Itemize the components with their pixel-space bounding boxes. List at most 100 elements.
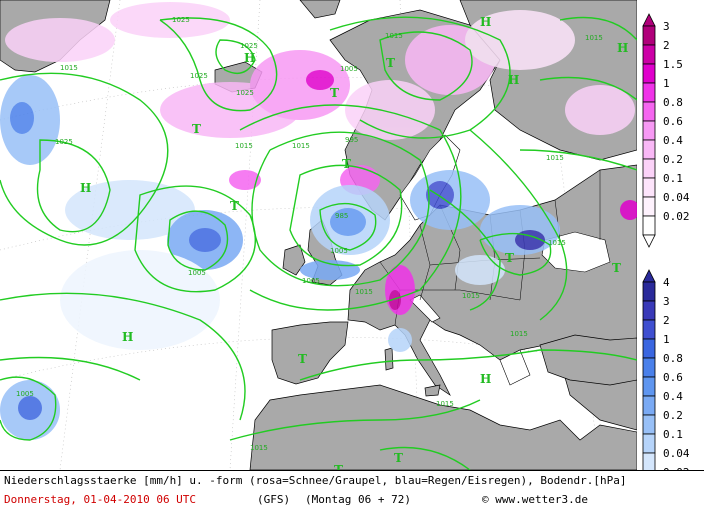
caption-date: Donnerstag, 01-04-2010 06 UTC [4, 493, 197, 506]
rain-swatch [642, 433, 656, 454]
high-center: H [508, 73, 519, 87]
snow-level-label: 0.1 [663, 172, 683, 185]
svg-text:1015: 1015 [292, 142, 310, 150]
snow-level-label: 0.2 [663, 153, 683, 166]
svalbard [299, 0, 341, 19]
precipitation-map: H H H H H H H T T T T T T T T T T 1025 1… [0, 0, 637, 470]
snow-top-arrow [642, 13, 656, 27]
rain-level-label: 0.6 [663, 371, 683, 384]
low-center: T [612, 261, 621, 275]
caption-copyright: © www.wetter3.de [482, 493, 588, 506]
low-center: T [394, 451, 403, 465]
snow-swatch [642, 215, 656, 236]
svg-text:1025: 1025 [55, 138, 73, 146]
sardinia [384, 347, 394, 371]
svg-text:1005: 1005 [16, 390, 34, 398]
svg-text:1025: 1025 [190, 72, 208, 80]
iberia [271, 321, 349, 385]
caption-model: (GFS) [257, 493, 291, 506]
isobar-labels: 1025 1015 1025 1025 1025 1015 1015 1005 … [16, 16, 603, 452]
high-center: H [244, 51, 255, 65]
svg-text:1005: 1005 [302, 277, 320, 285]
rain-level-label: 2 [663, 314, 670, 327]
snow-swatch [642, 177, 656, 198]
rain-swatch [642, 338, 656, 359]
rain-swatch [642, 300, 656, 321]
svg-text:1015: 1015 [385, 32, 403, 40]
svg-text:1025: 1025 [172, 16, 190, 24]
rain-level-label: 0.4 [663, 390, 683, 403]
rain-level-label: 0.8 [663, 352, 683, 365]
isobars [0, 16, 637, 470]
snow-swatch [642, 139, 656, 160]
rain-level-label: 0.04 [663, 447, 690, 460]
adriatic [409, 294, 441, 323]
low-center: T [342, 157, 351, 171]
snow-swatch [642, 158, 656, 179]
low-center: T [298, 352, 307, 366]
caption-description: Niederschlagsstaerke [mm/h] u. -form (ro… [4, 474, 627, 487]
snow-color-scale: 3 2 1.5 1 0.8 0.6 0.4 0.2 0.1 0.04 0.02 [642, 13, 690, 248]
snow-swatch [642, 25, 656, 46]
rain-swatch [642, 376, 656, 397]
svg-text:1015: 1015 [462, 292, 480, 300]
svg-text:1015: 1015 [235, 142, 253, 150]
snow-level-label: 0.8 [663, 96, 683, 109]
snow-swatch [642, 101, 656, 122]
low-center: T [386, 56, 395, 70]
snow-swatch [642, 196, 656, 217]
low-center: T [192, 122, 201, 136]
high-center: H [617, 41, 628, 55]
svg-text:1005: 1005 [340, 65, 358, 73]
caption-run: (Montag 06 + 72) [305, 493, 411, 506]
svg-text:1005: 1005 [188, 269, 206, 277]
svg-text:1005: 1005 [330, 247, 348, 255]
rain-level-label: 0.1 [663, 428, 683, 441]
low-center: T [505, 251, 514, 265]
svg-text:985: 985 [335, 212, 348, 220]
rain-swatch [642, 395, 656, 416]
low-center: T [330, 86, 339, 100]
svg-text:1025: 1025 [236, 89, 254, 97]
snow-level-label: 0.02 [663, 210, 690, 223]
snow-level-label: 0.04 [663, 191, 690, 204]
snow-swatch [642, 63, 656, 84]
snow-level-label: 1.5 [663, 58, 683, 71]
map-caption: Niederschlagsstaerke [mm/h] u. -form (ro… [0, 470, 704, 513]
svg-text:1015: 1015 [510, 330, 528, 338]
svg-text:1015: 1015 [436, 400, 454, 408]
svg-text:1015: 1015 [60, 64, 78, 72]
high-center: H [80, 181, 91, 195]
snow-level-label: 0.6 [663, 115, 683, 128]
rain-level-label: 1 [663, 333, 670, 346]
svg-text:1015: 1015 [546, 154, 564, 162]
svg-text:1015: 1015 [585, 34, 603, 42]
pressure-centers: H H H H H H H T T T T T T T T T T [80, 15, 628, 470]
high-center: H [480, 372, 491, 386]
rain-level-label: 4 [663, 276, 670, 289]
rain-level-label: 3 [663, 295, 670, 308]
snow-bottom-arrow [642, 234, 656, 248]
rain-swatch [642, 414, 656, 435]
north-africa [249, 384, 637, 470]
rain-swatch [642, 281, 656, 302]
high-center: H [122, 330, 133, 344]
snow-level-label: 3 [663, 20, 670, 33]
black-sea [541, 231, 611, 273]
high-center: H [480, 15, 491, 29]
svg-text:1025: 1025 [240, 42, 258, 50]
low-center: T [334, 463, 343, 470]
svg-text:1015: 1015 [250, 444, 268, 452]
snow-level-label: 0.4 [663, 134, 683, 147]
snow-swatch [642, 44, 656, 65]
rain-top-arrow [642, 269, 656, 283]
legend: 3 2 1.5 1 0.8 0.6 0.4 0.2 0.1 0.04 0.02 4 3 2 1 0.8 0.6… [642, 13, 690, 500]
svg-text:995: 995 [345, 136, 358, 144]
snow-level-label: 1 [663, 77, 670, 90]
snow-swatch [642, 82, 656, 103]
rain-swatch [642, 319, 656, 340]
sicily [424, 384, 441, 397]
low-center: T [230, 199, 239, 213]
